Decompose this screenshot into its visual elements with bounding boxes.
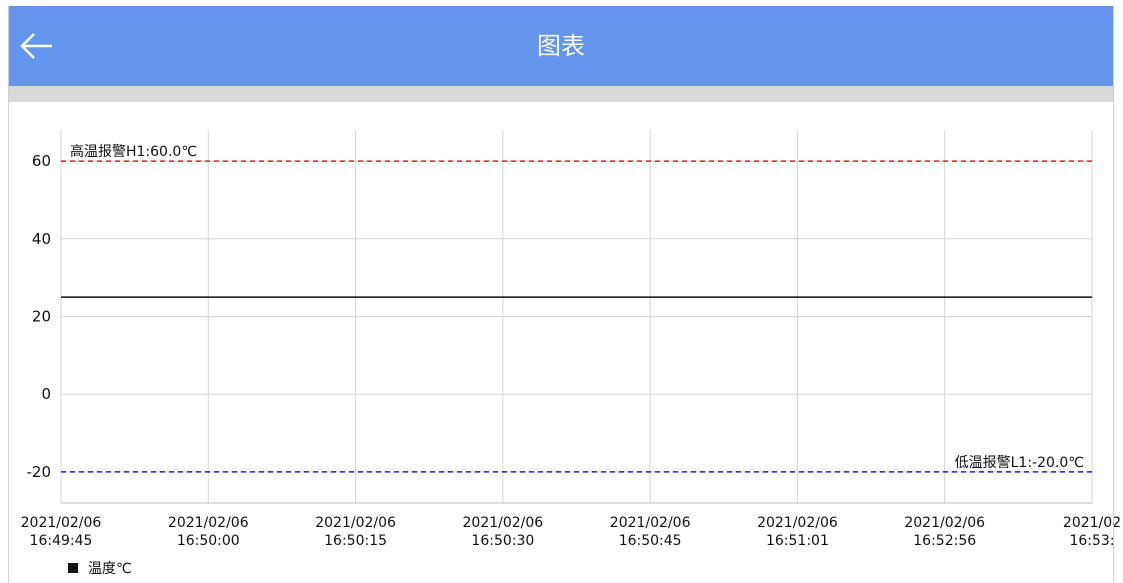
x-tick-label-time: 16:49:45 bbox=[30, 533, 93, 549]
back-button[interactable] bbox=[18, 28, 58, 64]
high-alarm-label: 高温报警H1:60.0℃ bbox=[70, 143, 197, 160]
divider-band bbox=[8, 86, 1114, 102]
low-alarm-label: 低温报警L1:-20.0℃ bbox=[955, 455, 1084, 471]
legend: 温度℃ bbox=[68, 558, 132, 578]
y-tick-label: 0 bbox=[41, 385, 51, 403]
x-tick-label-date: 2021/02/06 bbox=[463, 515, 544, 531]
x-tick-label-date: 2021/02/06 bbox=[904, 515, 985, 531]
x-tick-label-time: 16:53: bbox=[1069, 533, 1114, 549]
y-tick-label: -20 bbox=[27, 463, 52, 481]
x-tick-label-time: 16:50:15 bbox=[324, 533, 387, 549]
x-tick-label-date: 2021/02/06 bbox=[21, 515, 102, 531]
page-title: 图表 bbox=[537, 32, 585, 60]
x-tick-label-date: 2021/02 bbox=[1063, 515, 1121, 531]
x-tick-label-time: 16:50:45 bbox=[619, 533, 682, 549]
x-tick-label-time: 16:52:56 bbox=[913, 533, 976, 549]
app-bar: 图表 bbox=[8, 6, 1114, 86]
y-tick-label: 20 bbox=[32, 308, 51, 326]
y-tick-label: 40 bbox=[32, 230, 51, 248]
x-tick-label-date: 2021/02/06 bbox=[610, 515, 691, 531]
x-tick-label-date: 2021/02/06 bbox=[757, 515, 838, 531]
legend-label: 温度℃ bbox=[88, 561, 132, 577]
x-tick-label-date: 2021/02/06 bbox=[168, 515, 249, 531]
x-tick-label-time: 16:50:00 bbox=[177, 533, 240, 549]
legend-swatch bbox=[68, 563, 78, 573]
x-tick-label-time: 16:50:30 bbox=[471, 533, 534, 549]
y-tick-label: 60 bbox=[32, 152, 51, 170]
arrow-left-icon bbox=[20, 33, 52, 59]
x-tick-label-date: 2021/02/06 bbox=[315, 515, 396, 531]
x-tick-label-time: 16:51:01 bbox=[766, 533, 829, 549]
